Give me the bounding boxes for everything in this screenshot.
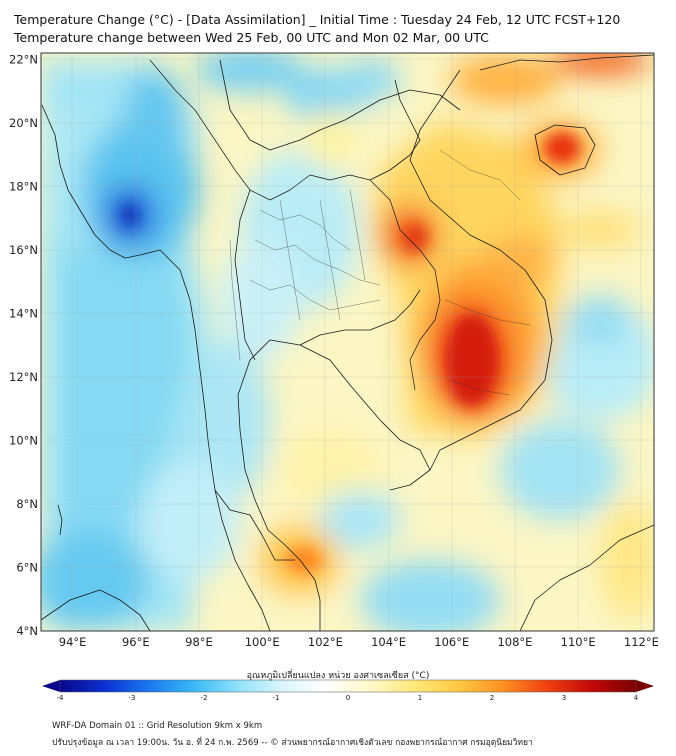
lon-tick-label: 110°E <box>561 635 596 649</box>
lon-tick-label: 102°E <box>308 635 343 649</box>
lat-tick-label: 8°N <box>16 497 38 511</box>
colorbar-gradient <box>60 680 636 692</box>
lat-tick-label: 20°N <box>9 116 38 130</box>
lat-tick-label: 10°N <box>9 433 38 447</box>
map-title: Temperature Change (°C) - [Data Assimila… <box>14 12 621 27</box>
lon-tick-label: 112°E <box>624 635 659 649</box>
lat-tick-label: 14°N <box>9 306 38 320</box>
colorbar-tick-label: 1 <box>418 694 422 702</box>
colorbar-min-arrow <box>42 680 60 692</box>
latitude-axis: 22°N 20°N 18°N 16°N 14°N 12°N 10°N 8°N 6°N 4°N <box>9 52 38 638</box>
province-borders <box>229 149 531 396</box>
lat-tick-label: 4°N <box>16 624 38 638</box>
lat-tick-label: 6°N <box>16 560 38 574</box>
colorbar-tick-label: -4 <box>57 694 65 702</box>
lat-tick-label: 22°N <box>9 52 38 66</box>
colorbar-tick-label: 0 <box>346 694 350 702</box>
lon-tick-label: 96°E <box>122 635 150 649</box>
longitude-axis: 94°E 96°E 98°E 100°E 102°E 104°E 106°E 108°E 110… <box>59 635 659 649</box>
colorbar: -4 -3 -2 -1 0 1 2 3 4 <box>42 679 654 702</box>
coastlines-borders <box>41 54 654 631</box>
update-credit: ปรับปรุงข้อมูล ณ เวลา 19:00น. วัน อ. ที่… <box>52 738 533 748</box>
lat-tick-label: 18°N <box>9 179 38 193</box>
colorbar-ticks: -4 -3 -2 -1 0 1 2 3 4 <box>57 694 639 702</box>
lon-tick-label: 108°E <box>497 635 532 649</box>
lon-tick-label: 106°E <box>434 635 469 649</box>
colorbar-tick-label: -2 <box>201 694 208 702</box>
colorbar-title: อุณหภูมิเปลี่ยนแปลง หน่วย องศาเซลเซียส (… <box>246 671 430 681</box>
map-frame <box>40 52 655 632</box>
colorbar-tick-label: -1 <box>273 694 280 702</box>
lon-tick-label: 100°E <box>245 635 280 649</box>
graticule <box>41 53 654 631</box>
lon-tick-label: 104°E <box>371 635 406 649</box>
colorbar-tick-label: 4 <box>634 694 639 702</box>
lat-tick-label: 12°N <box>9 370 38 384</box>
lat-tick-label: 16°N <box>9 243 38 257</box>
colorbar-tick-label: 2 <box>490 694 494 702</box>
model-info: WRF-DA Domain 01 :: Grid Resolution 9km … <box>52 721 263 731</box>
lon-tick-label: 94°E <box>59 635 87 649</box>
temperature-field <box>41 53 654 631</box>
lon-tick-label: 98°E <box>185 635 213 649</box>
colorbar-max-arrow <box>636 680 654 692</box>
map-subtitle: Temperature change between Wed 25 Feb, 0… <box>14 30 489 45</box>
colorbar-frame <box>59 679 637 693</box>
colorbar-tick-label: 3 <box>562 694 566 702</box>
colorbar-tick-label: -3 <box>129 694 136 702</box>
